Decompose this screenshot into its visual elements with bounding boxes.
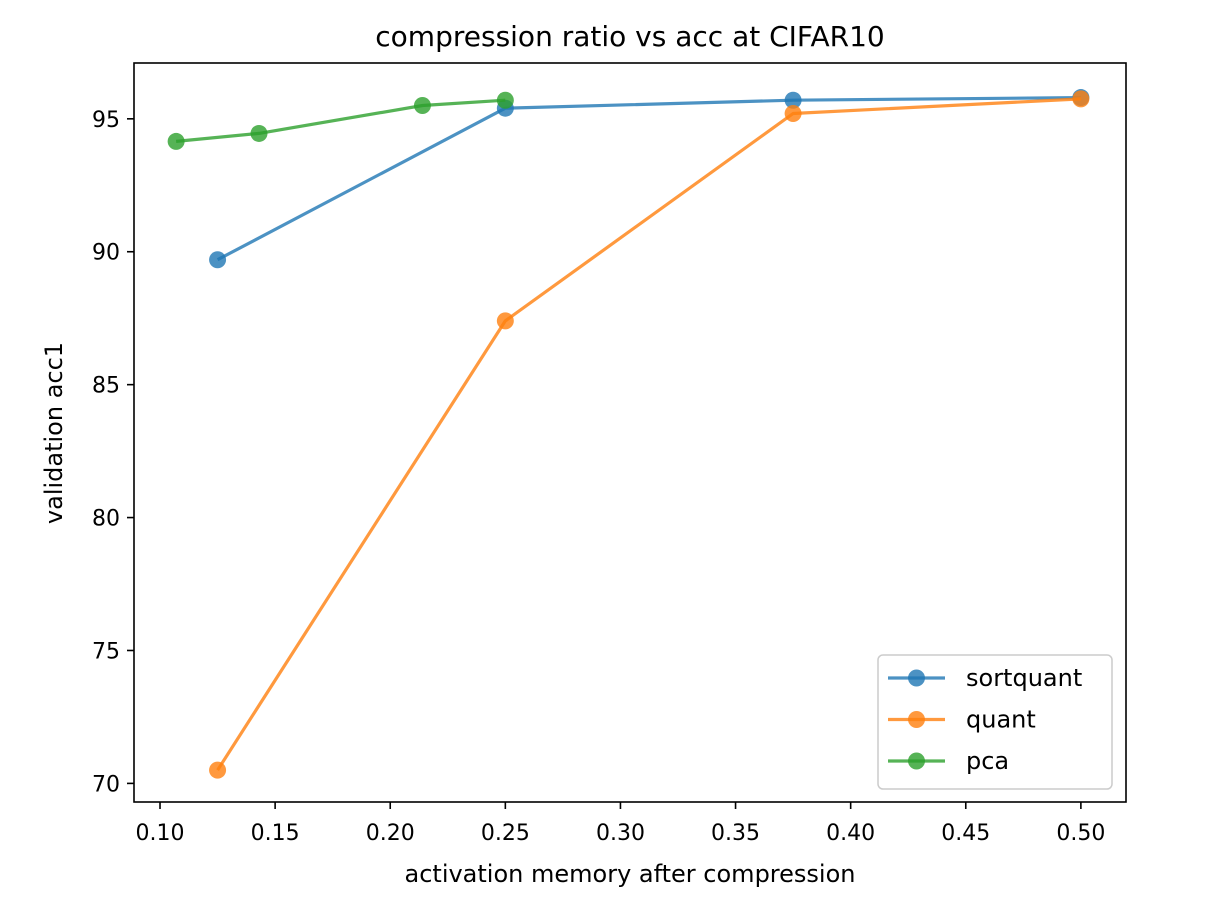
- plot-area: [167, 89, 1090, 779]
- x-tick-label: 0.15: [251, 821, 300, 846]
- y-axis-label: validation acc1: [40, 342, 68, 524]
- series-line-pca: [175, 98, 506, 143]
- x-axis-label: activation memory after compression: [405, 860, 856, 888]
- x-tick-label: 0.45: [941, 821, 990, 846]
- y-axis: 70 75 80 85 90 95: [92, 108, 134, 797]
- y-tick-label: 70: [92, 772, 120, 797]
- legend-marker-sortquant: [908, 669, 925, 687]
- legend-label-sortquant: sortquant: [966, 664, 1082, 692]
- x-tick-label: 0.10: [136, 821, 185, 846]
- legend-label-quant: quant: [966, 706, 1036, 734]
- data-point-quant: [209, 761, 227, 779]
- data-point-sortquant: [209, 251, 227, 269]
- x-tick-label: 0.25: [481, 821, 530, 846]
- legend-frame: [877, 654, 1113, 790]
- series-line-sortquant: [216, 96, 1081, 262]
- data-point-sortquant: [784, 91, 802, 109]
- chart-title: compression ratio vs acc at CIFAR10: [375, 20, 884, 53]
- y-tick-label: 75: [92, 639, 120, 664]
- x-tick-label: 0.20: [366, 821, 415, 846]
- legend: sortquant quant pca: [877, 654, 1113, 790]
- data-point-pca: [413, 97, 431, 115]
- x-tick-label: 0.35: [711, 821, 760, 846]
- legend-marker-quant: [908, 711, 925, 728]
- data-point-quant: [496, 312, 514, 330]
- data-point-pca: [496, 91, 514, 109]
- y-tick-label: 85: [92, 374, 120, 399]
- x-axis: 0.10 0.15 0.20 0.25 0.30 0.35 0.40 0.45 0.50: [136, 802, 1105, 846]
- data-point-pca: [250, 124, 268, 142]
- series-line-quant: [216, 97, 1081, 771]
- plot-frame: [133, 62, 1127, 803]
- x-tick-label: 0.30: [596, 821, 645, 846]
- x-tick-label: 0.50: [1056, 821, 1105, 846]
- data-point-quant: [1072, 90, 1090, 108]
- data-point-pca: [167, 132, 185, 150]
- y-tick-label: 80: [92, 507, 120, 532]
- legend-label-pca: pca: [966, 747, 1009, 775]
- data-point-quant: [784, 105, 802, 123]
- y-tick-label: 90: [92, 241, 120, 266]
- x-tick-label: 0.40: [826, 821, 875, 846]
- y-tick-label: 95: [92, 108, 120, 133]
- legend-marker-pca: [908, 752, 925, 770]
